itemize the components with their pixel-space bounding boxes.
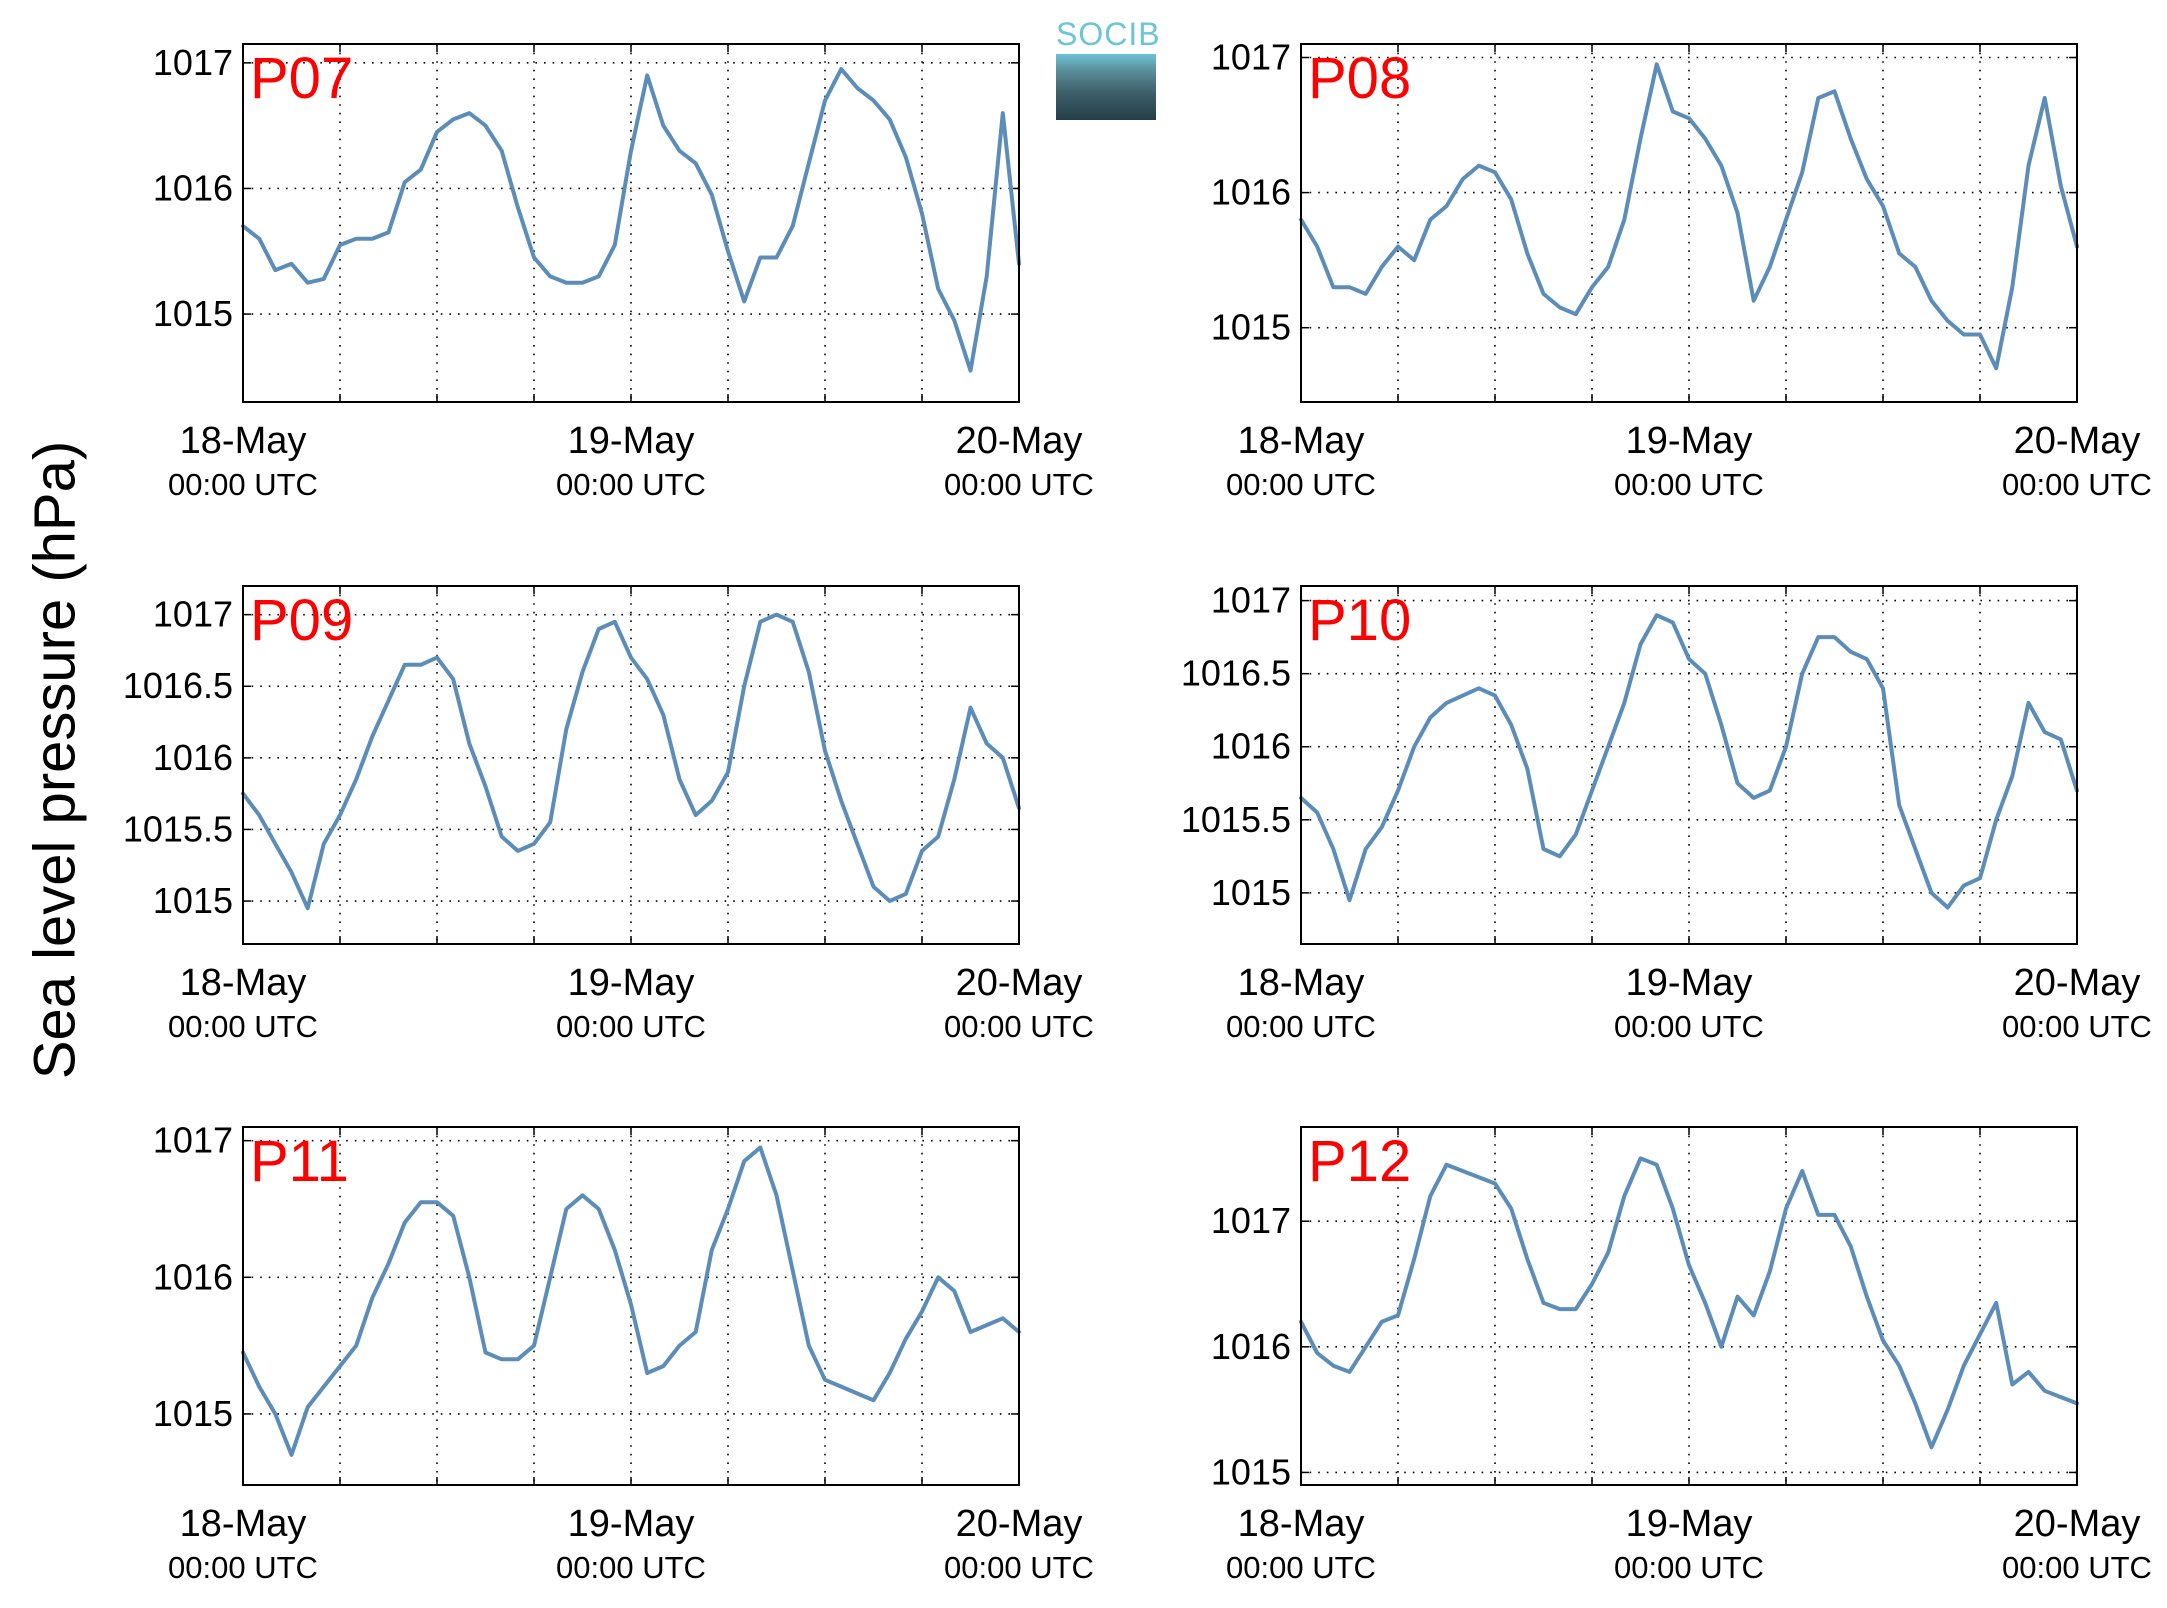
y-tick-label: 1015: [153, 880, 233, 921]
y-tick-label: 1017: [1211, 580, 1291, 621]
x-tick-label-time: 00:00 UTC: [1226, 1550, 1376, 1585]
station-label: P12: [1308, 1129, 1411, 1194]
x-tick-label-day: 18-May: [180, 420, 307, 462]
y-tick-label: 1017: [1211, 37, 1291, 78]
x-tick-label-day: 19-May: [568, 962, 695, 1004]
x-tick-label-day: 19-May: [1626, 420, 1753, 462]
y-tick-label: 1015: [1211, 307, 1291, 348]
pressure-line: [241, 1145, 1021, 1457]
x-tick-label-day: 20-May: [2014, 420, 2141, 462]
panel-p12: 1015 1016 1017 18-May 00:00 UTC 19-May 00:00 U…: [1211, 1126, 2152, 1585]
x-tick-label-time: 00:00 UTC: [556, 1550, 706, 1585]
pressure-line: [241, 612, 1021, 911]
pressure-line: [1299, 1156, 2079, 1450]
x-tick-label-time: 00:00 UTC: [556, 467, 706, 502]
y-tick-label: 1015: [153, 1393, 233, 1434]
x-tick-label-day: 18-May: [1238, 420, 1365, 462]
station-label: P11: [250, 1129, 349, 1194]
x-tick-label-time: 00:00 UTC: [2002, 467, 2152, 502]
x-tick-label-day: 20-May: [956, 1503, 1083, 1545]
x-tick-label-day: 19-May: [1626, 962, 1753, 1004]
pressure-line: [241, 67, 1021, 373]
x-tick-label-time: 00:00 UTC: [168, 467, 318, 502]
station-label: P07: [250, 46, 353, 111]
y-tick-label: 1017: [153, 594, 233, 635]
plot-frame: [242, 1126, 1020, 1486]
y-tick-label: 1016: [1211, 726, 1291, 767]
y-tick-label: 1016.5: [123, 665, 233, 706]
x-tick-label-day: 18-May: [1238, 1503, 1365, 1545]
logo-text: SOCIB: [1056, 16, 1161, 52]
x-tick-label-time: 00:00 UTC: [1226, 1009, 1376, 1044]
x-tick-label-time: 00:00 UTC: [1614, 1550, 1764, 1585]
station-label: P10: [1308, 588, 1411, 653]
y-tick-label: 1017: [153, 1120, 233, 1161]
pressure-line: [1299, 62, 2079, 371]
y-tick-label: 1015.5: [1181, 799, 1291, 840]
x-tick-label-time: 00:00 UTC: [1614, 467, 1764, 502]
y-axis-label: Sea level pressure (hPa): [22, 440, 88, 1080]
x-tick-label-day: 19-May: [1626, 1503, 1753, 1545]
y-tick-label: 1015: [1211, 1451, 1291, 1492]
x-tick-label-time: 00:00 UTC: [2002, 1550, 2152, 1585]
y-tick-label: 1017: [1211, 1200, 1291, 1241]
x-tick-label-time: 00:00 UTC: [168, 1550, 318, 1585]
y-tick-label: 1015: [1211, 872, 1291, 913]
y-tick-label: 1016: [153, 737, 233, 778]
y-tick-label: 1016.5: [1181, 653, 1291, 694]
x-tick-label-time: 00:00 UTC: [2002, 1009, 2152, 1044]
x-tick-label-time: 00:00 UTC: [944, 1550, 1094, 1585]
y-tick-label: 1016: [153, 167, 233, 208]
y-tick-label: 1015.5: [123, 808, 233, 849]
x-tick-label-day: 20-May: [956, 420, 1083, 462]
x-tick-label-day: 18-May: [1238, 962, 1365, 1004]
panel-p10: 1015 1015.5 1016 1016.5 1017 18-May 00:00 UTC 1…: [1181, 580, 2152, 1044]
x-tick-label-day: 20-May: [956, 962, 1083, 1004]
y-tick-label: 1016: [153, 1256, 233, 1297]
x-tick-label-day: 18-May: [180, 1503, 307, 1545]
x-tick-label-time: 00:00 UTC: [556, 1009, 706, 1044]
plot-frame: [1300, 585, 2078, 945]
x-tick-label-time: 00:00 UTC: [1614, 1009, 1764, 1044]
logo-graphic: [1056, 54, 1156, 120]
x-tick-label-time: 00:00 UTC: [944, 1009, 1094, 1044]
panel-p08: 1015 1016 1017 18-May 00:00 UTC 19-May 00:00 U…: [1211, 37, 2152, 502]
pressure-line: [1299, 613, 2079, 910]
socib-logo: SOCIB: [1056, 16, 1161, 120]
x-tick-label-day: 20-May: [2014, 962, 2141, 1004]
panel-p07: 1015 1016 1017 18-May 00:00 UTC 19-May 00:00 U…: [153, 42, 1094, 502]
x-tick-label-day: 19-May: [568, 420, 695, 462]
x-tick-label-day: 20-May: [2014, 1503, 2141, 1545]
x-tick-label-time: 00:00 UTC: [944, 467, 1094, 502]
x-tick-label-day: 19-May: [568, 1503, 695, 1545]
x-tick-label-time: 00:00 UTC: [168, 1009, 318, 1044]
y-tick-label: 1016: [1211, 172, 1291, 213]
station-label: P08: [1308, 46, 1411, 111]
panel-p11: 1015 1016 1017 18-May 00:00 UTC 19-May 00:00 U…: [153, 1120, 1094, 1585]
y-tick-label: 1016: [1211, 1326, 1291, 1367]
plot-frame: [242, 43, 1020, 403]
station-label: P09: [250, 588, 353, 653]
panel-p09: 1015 1015.5 1016 1016.5 1017 18-May 00:00 UTC 1…: [123, 585, 1094, 1044]
y-tick-label: 1017: [153, 42, 233, 83]
plot-frame: [242, 585, 1020, 945]
x-tick-label-time: 00:00 UTC: [1226, 467, 1376, 502]
plot-frame: [1300, 1126, 2078, 1486]
y-tick-label: 1015: [153, 293, 233, 334]
plot-frame: [1300, 43, 2078, 403]
x-tick-label-day: 18-May: [180, 962, 307, 1004]
